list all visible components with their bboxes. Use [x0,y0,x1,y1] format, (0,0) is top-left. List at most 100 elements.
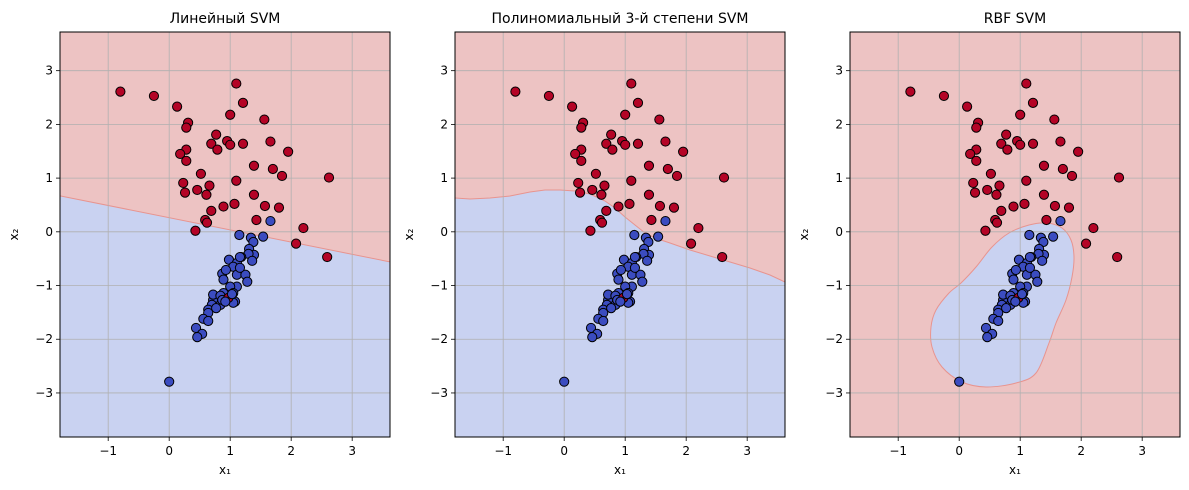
data-point [685,238,697,249]
panel-title: Полиномиальный 3-й степени SVM [491,11,748,27]
data-point [201,189,212,200]
data-point [985,168,997,179]
data-point [671,170,683,182]
data-point [587,184,598,196]
data-point [237,97,249,109]
data-point [1055,136,1066,147]
data-point [1001,302,1012,314]
data-point [225,139,236,150]
data-point [982,331,993,343]
data-point [1066,170,1078,182]
x-ticks: −1 0 1 2 3 [889,437,1146,458]
data-point [1015,109,1026,120]
data-point [1073,146,1084,157]
data-point [598,315,609,327]
data-point [991,217,1003,228]
data-point [1038,189,1050,200]
data-point [962,101,973,112]
data-point [613,201,624,212]
data-point [258,231,269,242]
x-tick-label: 3 [1138,444,1146,458]
y-tick-label: 0 [835,225,843,239]
polynomial-svm-panel: −1 0 1 2 3 −3 −2 −1 0 1 2 3 Полиномиальный 3-й степе… [402,11,786,477]
y-axis-label: x₂ [402,228,416,240]
data-point [938,90,950,102]
data-point [1049,114,1060,125]
data-point [601,205,612,216]
data-point [1024,262,1036,273]
data-point [954,376,965,387]
data-point [629,229,640,241]
data-point [192,331,203,343]
rbf-svm-panel: −1 0 1 2 3 −3 −2 −1 0 1 2 3 RBF SVM x₁ x₂ [797,11,1181,477]
grid-lines [455,32,785,437]
data-point [615,296,626,307]
data-point [229,198,240,209]
data-point [259,200,271,212]
data-point [181,122,192,133]
data-point [1055,215,1066,227]
x-tick-label: 2 [287,444,295,458]
data-point [231,78,242,89]
y-tick-label: 1 [440,171,448,185]
data-point [654,200,666,212]
y-axis-label: x₂ [7,228,21,240]
data-point [693,222,704,234]
data-point [234,262,246,273]
data-point [115,86,126,97]
data-point [276,170,288,182]
data-point [606,302,617,314]
data-point [596,217,608,228]
data-point [204,180,215,191]
decision-region [455,32,785,437]
data-point [629,262,641,273]
data-point [1008,274,1019,285]
x-tick-label: 3 [743,444,751,458]
data-point [218,274,229,285]
decision-region [850,32,1180,437]
data-point [585,225,596,236]
data-point [996,138,1007,149]
data-point [905,86,916,97]
data-point [668,202,680,213]
data-point [1080,238,1092,249]
data-point [203,315,214,327]
linear-svm-panel: −1 0 1 2 3 −3 −2 −1 0 1 2 3 Линейный SVM x₁ x₂ [7,11,391,477]
data-point [195,168,207,179]
decision-boundary [60,195,390,263]
x-tick-label: 1 [621,444,629,458]
data-point [181,155,192,167]
data-point [201,217,213,228]
data-point [1021,175,1032,186]
data-point [653,231,664,242]
data-point [576,155,587,167]
data-point [273,202,285,213]
data-point [629,251,641,263]
data-point [717,251,728,263]
data-point [662,163,673,175]
panel-title: RBF SVM [984,11,1046,27]
x-axis-label: x₁ [1009,463,1021,477]
data-point [190,225,201,236]
y-tick-label: −1 [430,279,448,293]
y-axis-label: x₂ [797,228,811,240]
y-tick-label: 1 [45,171,53,185]
y-tick-label: 1 [835,171,843,185]
x-tick-label: −1 [494,444,512,458]
data-point [1015,139,1026,150]
grid-lines [850,32,1180,437]
data-point [290,238,302,249]
data-point [1019,198,1030,209]
data-point [559,376,570,387]
data-point [601,138,612,149]
data-point [1037,255,1048,266]
axes-frame [59,31,391,438]
y-tick-label: 0 [45,225,53,239]
data-point [179,187,191,198]
data-point [613,274,624,285]
x-ticks: −1 0 1 2 3 [494,437,751,458]
data-point [1024,251,1036,263]
data-point [283,146,294,157]
data-point [643,160,655,171]
data-point [599,180,610,191]
